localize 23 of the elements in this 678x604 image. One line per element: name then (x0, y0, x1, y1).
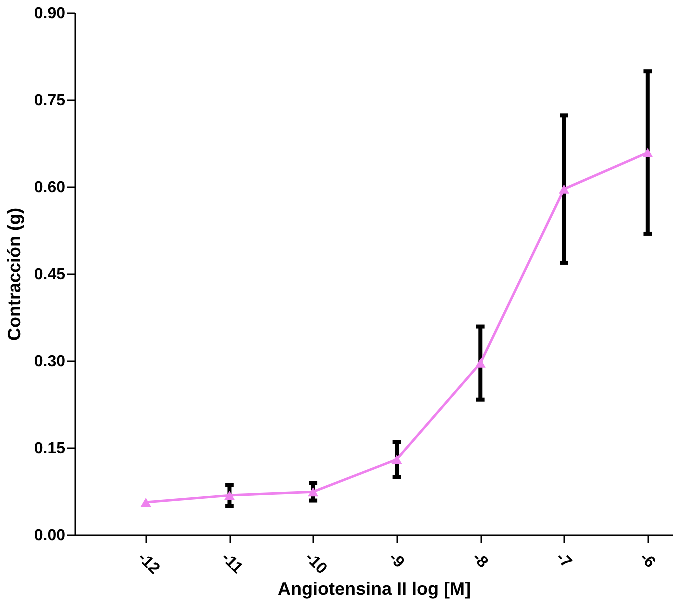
point (224, 491, 235, 500)
y-tick-label: 0.60 (34, 180, 66, 196)
x-tick-label: -8 (469, 550, 492, 572)
point (140, 498, 152, 508)
x-axis-title: Angiotensina II log [M] (278, 579, 471, 600)
y-tick-label: 0.00 (34, 528, 66, 544)
point (392, 455, 402, 464)
point (559, 184, 570, 194)
x-tick-label: -9 (385, 550, 408, 572)
y-tick-label: 0.30 (34, 354, 66, 370)
point (642, 148, 654, 158)
x-tick-label: -7 (552, 550, 575, 572)
point (475, 358, 486, 368)
y-tick-label: 0.15 (34, 440, 66, 458)
x-tick-label: -10 (302, 550, 330, 578)
y-tick-label: 0.75 (34, 92, 66, 110)
x-tick-label: -6 (636, 550, 659, 572)
y-axis-title: Contracción (g) (4, 208, 24, 341)
y-tick-label: 0.45 (34, 266, 66, 284)
x-tick-label: -11 (218, 550, 246, 578)
x-tick-label: -12 (134, 550, 164, 578)
point (308, 488, 319, 497)
y-tick-label: 0.90 (34, 6, 66, 22)
